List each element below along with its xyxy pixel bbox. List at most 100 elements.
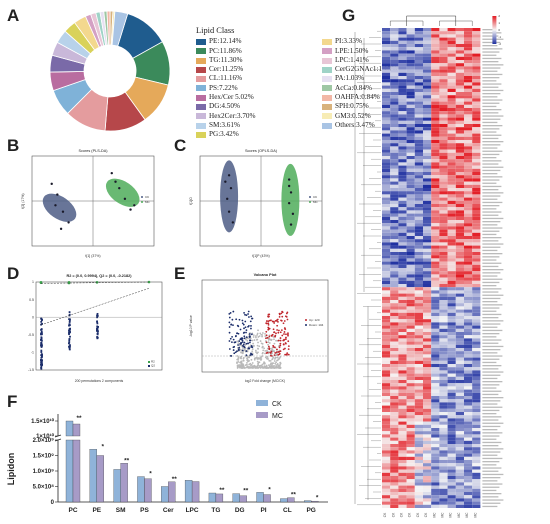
heatmap-cell xyxy=(406,104,415,108)
heatmap-cell xyxy=(382,271,391,275)
heatmap-cell xyxy=(423,82,432,86)
heatmap-cell xyxy=(390,424,399,428)
ns-point xyxy=(256,352,258,355)
heatmap-cell xyxy=(472,376,481,380)
heatmap-cell xyxy=(406,424,415,428)
heatmap-cell xyxy=(464,488,473,492)
legend-label: MC xyxy=(313,200,318,204)
up-point xyxy=(268,313,271,316)
row-label-placeholder xyxy=(482,214,499,216)
ns-point xyxy=(257,348,260,350)
heatmap-cell xyxy=(464,92,473,96)
heatmap-cell xyxy=(414,149,423,153)
legend-marker xyxy=(141,196,143,198)
heatmap-cell xyxy=(390,399,399,403)
heatmap-cell xyxy=(447,357,456,361)
ns-point xyxy=(266,349,268,352)
heatmap-cell xyxy=(455,434,464,438)
heatmap-cell xyxy=(472,447,481,451)
heatmap-cell xyxy=(423,194,432,198)
heatmap-cell xyxy=(447,274,456,278)
heatmap-cell xyxy=(423,495,432,499)
heatmap-cell xyxy=(455,40,464,44)
heatmap-cell xyxy=(390,453,399,457)
heatmap-cell xyxy=(414,389,423,393)
heatmap-cell xyxy=(406,392,415,396)
heatmap-cell xyxy=(414,184,423,188)
heatmap-cell xyxy=(398,226,407,230)
heatmap-cell xyxy=(382,56,391,60)
heatmap-cell xyxy=(447,236,456,240)
heatmap-cell xyxy=(423,124,432,128)
heatmap-cell xyxy=(439,268,448,272)
down-point xyxy=(245,331,247,334)
heatmap-cell xyxy=(390,370,399,374)
row-label-placeholder xyxy=(482,211,502,213)
heatmap-cell xyxy=(472,79,481,83)
heatmap-cell xyxy=(455,319,464,323)
heatmap-cell xyxy=(431,376,440,380)
heatmap-cell xyxy=(414,380,423,384)
ns-point xyxy=(236,346,239,349)
heatmap-cell xyxy=(390,184,399,188)
heatmap-cell xyxy=(455,472,464,476)
heatmap-cell xyxy=(414,447,423,451)
heatmap-cell xyxy=(406,53,415,57)
column-dendrogram-branch xyxy=(390,20,424,26)
ns-point xyxy=(258,357,260,360)
heatmap-cell xyxy=(472,117,481,121)
up-point xyxy=(265,334,268,337)
heatmap-cell xyxy=(398,412,407,416)
heatmap-cell xyxy=(464,504,473,508)
ns-point xyxy=(255,336,257,339)
heatmap-cell xyxy=(455,95,464,99)
row-label-placeholder xyxy=(482,128,500,130)
heatmap-cell xyxy=(398,399,407,403)
heatmap-cell xyxy=(398,501,407,505)
heatmap-cell xyxy=(464,495,473,499)
heatmap-cell xyxy=(382,495,391,499)
heatmap-cell xyxy=(414,488,423,492)
heatmap-cell xyxy=(390,236,399,240)
heatmap-cell xyxy=(431,236,440,240)
heatmap-cell xyxy=(414,34,423,38)
row-label-placeholder xyxy=(482,317,499,319)
heatmap-cell xyxy=(472,127,481,131)
heatmap-cell xyxy=(464,498,473,502)
heatmap-cell xyxy=(406,69,415,73)
ns-point xyxy=(249,367,252,369)
heatmap-cell xyxy=(455,456,464,460)
heatmap-cell xyxy=(431,200,440,204)
heatmap-cell xyxy=(472,255,481,259)
heatmap-cell xyxy=(398,31,407,35)
heatmap-cell xyxy=(423,98,432,102)
heatmap-cell xyxy=(447,316,456,320)
heatmap-cell xyxy=(439,354,448,358)
heatmap-cell xyxy=(390,268,399,272)
heatmap-cell xyxy=(464,440,473,444)
ns-point xyxy=(273,365,276,367)
down-point xyxy=(243,346,246,349)
down-point xyxy=(244,313,246,316)
heatmap-cell xyxy=(455,191,464,195)
heatmap-cell xyxy=(447,66,456,70)
q2-point xyxy=(40,349,43,352)
heatmap-cell xyxy=(406,312,415,316)
heatmap-cell xyxy=(382,268,391,272)
heatmap-cell xyxy=(472,460,481,464)
heatmap-cell xyxy=(455,408,464,412)
heatmap-cell xyxy=(447,431,456,435)
up-point xyxy=(274,319,277,322)
heatmap-cell xyxy=(406,184,415,188)
heatmap-cell xyxy=(439,133,448,137)
legend-swatch xyxy=(196,38,206,45)
heatmap-cell xyxy=(455,322,464,326)
heatmap-cell xyxy=(447,296,456,300)
heatmap-cell xyxy=(455,268,464,272)
heatmap-cell xyxy=(398,47,407,51)
ns-point xyxy=(264,356,267,359)
heatmap-cell xyxy=(423,319,432,323)
heatmap-cell xyxy=(406,469,415,473)
heatmap-cell xyxy=(398,373,407,377)
heatmap-cell xyxy=(398,162,407,166)
